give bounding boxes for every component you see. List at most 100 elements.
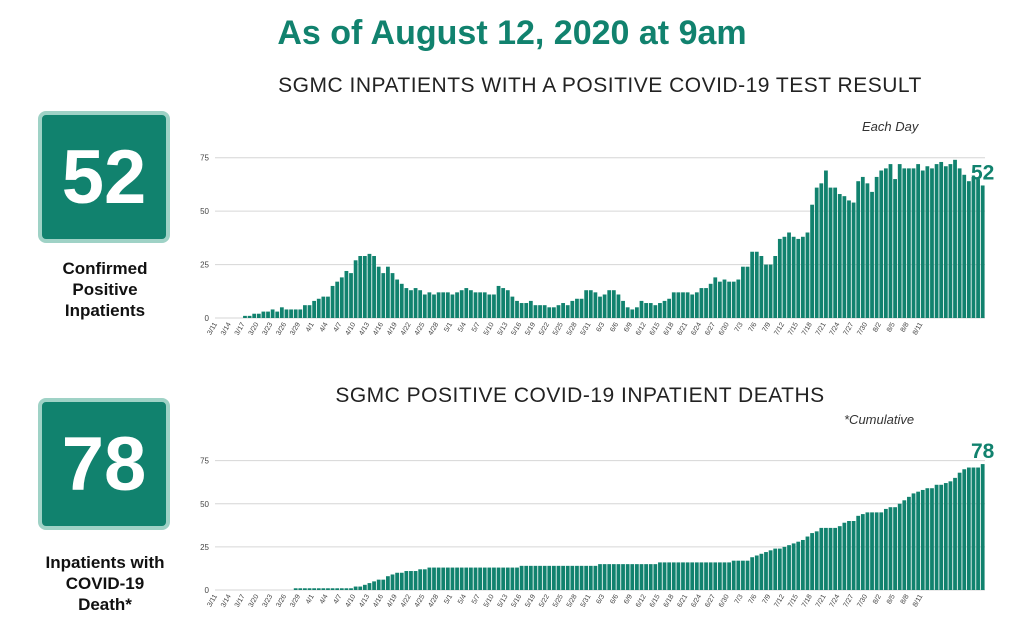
deaths-x-tick-label: 6/24 [690, 593, 703, 608]
inpatients-bar [644, 303, 648, 318]
inpatients-bar [556, 305, 561, 318]
inpatients-bar [685, 292, 690, 318]
inpatients-bar [639, 300, 644, 318]
deaths-x-tick-label: 3/20 [248, 593, 261, 608]
deaths-x-tick-label: 4/13 [358, 593, 371, 608]
inpatients-bar [754, 251, 759, 318]
deaths-bar [907, 496, 911, 590]
deaths-bar [593, 565, 598, 590]
deaths-y-tick-label: 0 [205, 586, 210, 595]
inpatients-bar [791, 236, 796, 318]
inpatients-bar [376, 266, 381, 318]
inpatient-deaths-stat-box: 78 [38, 398, 170, 530]
deaths-bar [754, 555, 759, 590]
inpatients-x-tick-label: 7/9 [761, 321, 772, 333]
inpatients-bar [611, 290, 616, 318]
deaths-bar [473, 567, 478, 590]
inpatients-bar [653, 305, 658, 318]
stat-label-line: Death* [78, 595, 132, 614]
deaths-bar [676, 562, 681, 590]
inpatients-bar [630, 309, 635, 318]
inpatients-bar [939, 161, 944, 318]
inpatients-x-tick-label: 5/13 [497, 321, 510, 336]
deaths-bar [805, 536, 810, 590]
deaths-bar [782, 546, 787, 591]
inpatients-bar [284, 309, 289, 318]
inpatients-bar [699, 288, 704, 318]
deaths-x-tick-label: 6/9 [623, 593, 634, 605]
inpatients-bar [847, 200, 851, 318]
deaths-x-tick-label: 4/28 [427, 593, 440, 608]
deaths-bar [708, 562, 713, 590]
deaths-bar [298, 588, 303, 590]
deaths-bar [810, 533, 814, 590]
deaths-bar [418, 569, 423, 590]
deaths-x-tick-label: 8/8 [900, 593, 911, 605]
deaths-bar [847, 521, 851, 590]
inpatients-bar [976, 179, 980, 318]
deaths-bar [662, 562, 667, 590]
deaths-bar [690, 562, 695, 590]
deaths-bar [349, 588, 353, 590]
inpatients-bar [727, 281, 731, 318]
inpatients-x-tick-label: 8/5 [886, 321, 897, 333]
deaths-bar [409, 571, 413, 590]
deaths-bar [856, 515, 861, 590]
deaths-bar [930, 488, 934, 590]
inpatients-x-tick-label: 3/17 [234, 321, 247, 336]
deaths-x-tick-label: 7/12 [773, 593, 786, 608]
deaths-bar [773, 548, 778, 590]
inpatients-bar [745, 266, 750, 318]
deaths-bar [694, 562, 699, 590]
deaths-bar [860, 514, 865, 590]
deaths-bar [542, 565, 547, 590]
deaths-bar [510, 567, 515, 590]
deaths-bar [980, 464, 985, 590]
deaths-bar [833, 527, 838, 590]
inpatients-bar [362, 256, 367, 318]
deaths-bar [505, 567, 510, 590]
inpatients-bar [773, 256, 778, 318]
deaths-bar [644, 564, 648, 591]
deaths-bar [800, 539, 805, 590]
inpatients-bar [980, 185, 985, 318]
deaths-bar [496, 567, 501, 590]
inpatients-bar [916, 164, 921, 318]
deaths-bar [736, 560, 741, 590]
deaths-x-tick-label: 5/22 [538, 593, 551, 608]
inpatients-bar [266, 311, 270, 318]
deaths-x-tick-label: 4/4 [319, 593, 330, 605]
inpatients-bar [270, 309, 275, 318]
deaths-x-tick-label: 3/29 [289, 593, 302, 608]
inpatients-bar [598, 296, 602, 319]
inpatients-bar [422, 294, 427, 318]
inpatients-bar [487, 294, 492, 318]
confirmed-inpatients-label: Confirmed Positive Inpatients [20, 258, 190, 321]
inpatients-bar [552, 307, 556, 318]
deaths-bar [607, 564, 612, 591]
inpatients-bar [303, 305, 307, 318]
deaths-x-tick-label: 7/18 [801, 593, 814, 608]
deaths-bar [455, 567, 459, 590]
page-headline: As of August 12, 2020 at 9am [277, 14, 747, 52]
inpatients-x-tick-label: 6/24 [690, 321, 703, 336]
deaths-bar [450, 567, 455, 590]
deaths-bar [330, 588, 335, 590]
inpatients-bar [708, 283, 713, 318]
deaths-x-tick-label: 4/10 [344, 593, 357, 608]
inpatients-bar [261, 311, 266, 318]
deaths-bar [837, 526, 842, 590]
deaths-bar [399, 572, 404, 590]
inpatients-bar [436, 292, 441, 318]
deaths-bar [727, 562, 731, 590]
deaths-bar [713, 562, 718, 590]
inpatients-bar [289, 309, 293, 318]
inpatients-x-tick-label: 6/12 [635, 321, 648, 336]
inpatients-bar [694, 292, 699, 318]
inpatients-bar [607, 290, 612, 318]
deaths-x-tick-label: 4/7 [333, 593, 344, 605]
inpatients-x-tick-label: 7/27 [842, 321, 855, 336]
deaths-x-tick-label: 3/14 [220, 593, 233, 608]
inpatients-bar [413, 288, 418, 318]
inpatients-bar [934, 164, 939, 318]
